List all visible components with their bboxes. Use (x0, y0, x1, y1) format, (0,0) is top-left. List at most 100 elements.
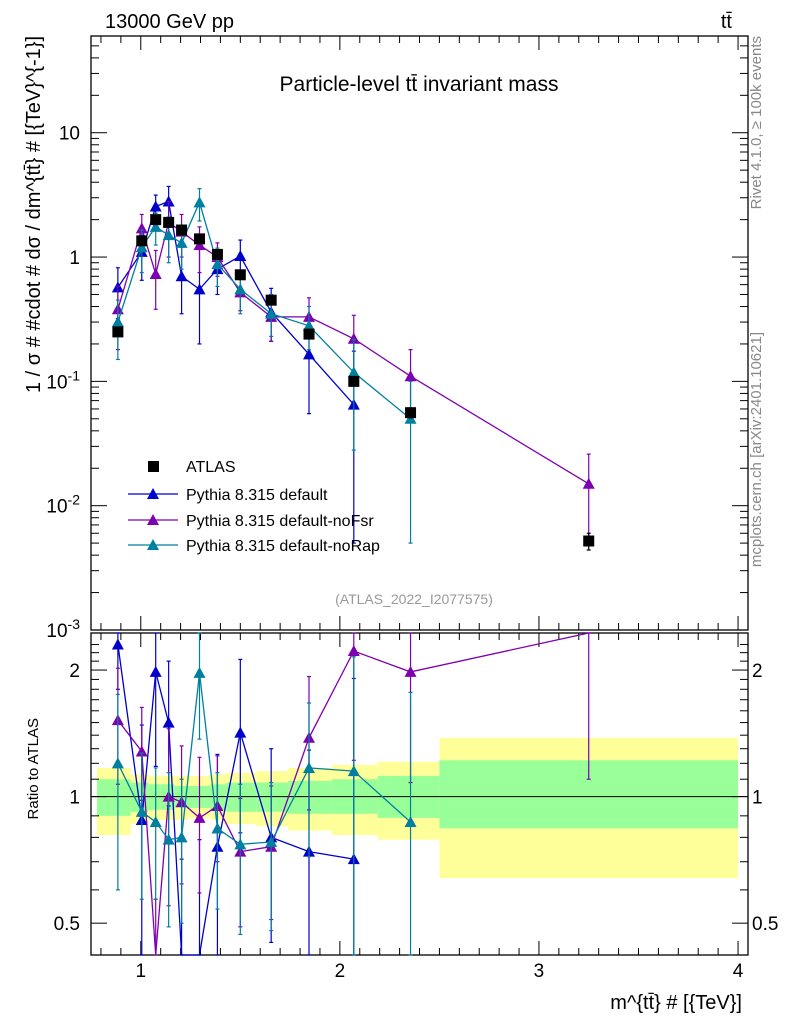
main-point-default (303, 348, 316, 360)
main-line-default (117, 200, 355, 406)
main-point-nofsr (135, 222, 148, 234)
axis-ticks (91, 35, 748, 955)
x-tick-label: 2 (335, 961, 346, 982)
main-point-atlas (405, 407, 417, 419)
analysis-id-label: (ATLAS_2022_I2077575) (335, 591, 493, 607)
main-point-norap (265, 307, 278, 319)
ratio-point-norap (111, 757, 124, 769)
ratio-point-nofsr (404, 665, 417, 677)
x-tick-label: 3 (534, 961, 545, 982)
ratio-panel-data (111, 632, 591, 956)
side-label-bottom: mcplots.cern.ch [arXiv:2401.10621] (748, 332, 765, 567)
ratio-point-norap (135, 805, 148, 817)
main-point-norap (347, 366, 360, 378)
main-point-nofsr (347, 332, 360, 344)
axis-tick-labels: 1 2 3 4 10-3 10-2 10-1 1 10 0.5 0.5 1 1 2 2 (46, 124, 778, 982)
main-point-atlas (163, 216, 175, 228)
legend-label-atlas: ATLAS (186, 459, 236, 476)
chart-title: Particle-level tt̄ invariant mass (280, 73, 559, 96)
ratio-line-default (117, 644, 354, 956)
legend: ATLAS Pythia 8.315 default Pythia 8.315 … (128, 459, 380, 555)
main-point-norap (234, 283, 247, 295)
ratio-point-norap (162, 833, 175, 845)
main-y-axis-label: 1 / σ # #cdot # dσ / dm^{tt̄} # [{TeV}^{… (23, 36, 45, 393)
main-point-atlas (112, 326, 124, 338)
main-point-atlas (211, 248, 223, 260)
ratio-y-tick-label-left: 2 (69, 661, 80, 682)
x-axis-label: m^{tt̄} # [{TeV}] (610, 992, 742, 1014)
main-point-atlas (583, 535, 595, 547)
main-point-norap (111, 316, 124, 328)
main-point-atlas (150, 214, 162, 226)
main-series-atlas (112, 214, 595, 551)
main-y-tick-label: 10-2 (46, 492, 80, 518)
main-point-atlas (265, 294, 277, 306)
main-point-default (149, 200, 162, 212)
energy-label: 13000 GeV pp (105, 11, 234, 33)
band-inner-segment (96, 779, 131, 816)
ratio-point-norap (303, 761, 316, 773)
main-point-atlas (348, 375, 360, 387)
ratio-point-norap (149, 816, 162, 828)
legend-marker-default (147, 488, 159, 499)
legend-marker-norap (147, 539, 159, 550)
ratio-y-tick-label-left: 1 (69, 788, 80, 809)
band-inner-segment (288, 780, 332, 814)
band-inner-segment (226, 782, 257, 812)
legend-label-nofsr: Pythia 8.315 default-noFsr (186, 513, 374, 530)
main-point-norap (303, 319, 316, 331)
main-point-nofsr (149, 268, 162, 280)
ratio-point-norap (175, 831, 188, 843)
main-point-nofsr (404, 370, 417, 382)
x-tick-label: 4 (733, 961, 744, 982)
main-point-norap (193, 196, 206, 208)
main-point-nofsr (193, 239, 206, 251)
main-point-default (175, 270, 188, 282)
main-point-norap (175, 236, 188, 248)
main-point-nofsr (582, 477, 595, 489)
ratio-point-nofsr (135, 745, 148, 757)
band-inner-segment (256, 782, 289, 812)
legend-marker-atlas (148, 461, 159, 472)
main-point-default (234, 249, 247, 261)
ratio-point-default (111, 638, 124, 650)
ratio-point-default (149, 665, 162, 677)
main-point-atlas (303, 328, 315, 340)
ratio-series-norap (111, 632, 417, 956)
main-panel-data (111, 185, 595, 551)
main-point-atlas (176, 224, 188, 236)
main-y-tick-label: 10-1 (46, 367, 80, 393)
main-y-tick-label: 10 (59, 124, 80, 145)
ratio-y-tick-label-right: 0.5 (752, 914, 778, 935)
main-point-atlas (136, 235, 148, 247)
ratio-point-nofsr (347, 644, 360, 656)
main-point-atlas (234, 269, 246, 281)
ratio-point-norap (265, 835, 278, 847)
ratio-y-tick-label-right: 1 (752, 788, 763, 809)
ratio-point-default (162, 716, 175, 728)
main-point-norap (162, 229, 175, 241)
legend-label-default: Pythia 8.315 default (186, 487, 328, 504)
ratio-y-tick-label-right: 2 (752, 661, 763, 682)
ratio-point-norap (347, 765, 360, 777)
ratio-point-norap (193, 666, 206, 678)
process-label: tt̄ (721, 11, 733, 33)
ratio-point-default (234, 726, 247, 738)
main-point-norap (211, 257, 224, 269)
main-y-tick-label: 1 (69, 248, 80, 269)
ratio-y-tick-label-left: 0.5 (54, 914, 80, 935)
legend-label-norap: Pythia 8.315 default-noRap (186, 538, 380, 555)
ratio-point-norap (234, 838, 247, 850)
ratio-point-norap (404, 816, 417, 828)
x-tick-label: 1 (135, 961, 146, 982)
main-y-tick-label: 10-3 (46, 616, 80, 642)
main-point-default (193, 283, 206, 295)
main-point-norap (149, 220, 162, 232)
main-point-norap (135, 241, 148, 253)
main-point-atlas (194, 233, 206, 245)
ratio-point-norap (211, 822, 224, 834)
ratio-point-nofsr (193, 811, 206, 823)
legend-marker-nofsr (147, 514, 159, 525)
